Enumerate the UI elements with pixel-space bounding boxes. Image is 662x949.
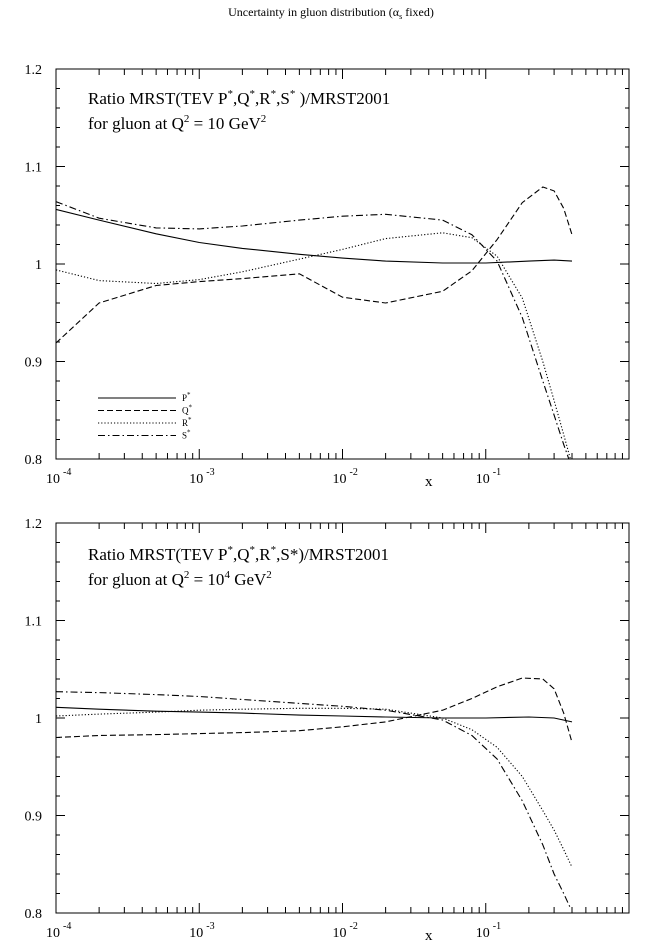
top-panel-x-axis-label: x bbox=[425, 474, 433, 490]
top-panel-y-tick-label: 0.8 bbox=[25, 453, 43, 468]
top-panel-legend-label-p: P* bbox=[182, 391, 191, 403]
top-panel-series-q-line bbox=[56, 186, 573, 344]
top-panel: 0.8 0.9 1 1.1 1.2 10 -4 10 -3 10 -2 10 -1 x Ratio MRST… bbox=[25, 63, 630, 490]
top-panel-x-tick-label: 10 -2 bbox=[333, 467, 358, 487]
top-panel-x-tick-label: 10 -4 bbox=[46, 467, 71, 487]
figure-title-subscript: s bbox=[399, 12, 402, 21]
top-panel-title-line-2: for gluon at Q2 = 10 GeV2 bbox=[88, 113, 266, 133]
top-panel-series-r-line bbox=[56, 232, 571, 459]
bottom-panel-title-line-2: for gluon at Q2 = 104 GeV2 bbox=[88, 569, 272, 589]
bottom-panel-series-s-line bbox=[56, 691, 571, 909]
bottom-panel-series-r-line bbox=[56, 707, 573, 868]
bottom-panel-x-tick-label: 10 -3 bbox=[189, 921, 214, 941]
bottom-panel-x-tick-label: 10 -4 bbox=[46, 921, 71, 941]
top-panel-series-s-line bbox=[56, 201, 570, 459]
top-panel-y-tick-label: 1.1 bbox=[25, 161, 43, 176]
bottom-panel: 0.8 0.9 1 1.1 1.2 10 -4 10 -3 10 -2 10 -1 x Ratio MRST… bbox=[25, 517, 630, 944]
top-panel-legend-label-q: Q* bbox=[182, 404, 193, 416]
top-panel-x-tick-label: 10 -3 bbox=[189, 467, 214, 487]
bottom-panel-y-tick-label: 1 bbox=[35, 712, 42, 727]
figure-title-alpha: α bbox=[393, 5, 400, 19]
bottom-panel-title-line-1: Ratio MRST(TEV P*,Q*,R*,S*)/MRST2001 bbox=[88, 544, 389, 564]
top-panel-title-line-1: Ratio MRST(TEV P*,Q*,R*,S* )/MRST2001 bbox=[88, 88, 390, 108]
bottom-panel-series-q-line bbox=[56, 677, 573, 743]
bottom-panel-y-tick-label: 1.1 bbox=[25, 615, 43, 630]
top-panel-legend-label-s: S* bbox=[182, 429, 191, 441]
bottom-panel-y-tick-label: 0.8 bbox=[25, 907, 43, 922]
bottom-panel-x-tick-label: 10 -1 bbox=[476, 921, 501, 941]
top-panel-series-p-line bbox=[56, 208, 573, 264]
top-panel-x-tick-label: 10 -1 bbox=[476, 467, 501, 487]
figure-title-main: Uncertainty in gluon distribution ( bbox=[228, 5, 393, 19]
bottom-panel-x-axis-label: x bbox=[425, 928, 433, 944]
top-panel-legend-label-r: R* bbox=[182, 416, 192, 428]
figure-title: Uncertainty in gluon distribution (αs fi… bbox=[228, 5, 434, 21]
top-panel-y-tick-label: 1 bbox=[35, 258, 42, 273]
top-panel-y-tick-label: 1.2 bbox=[25, 63, 43, 78]
bottom-panel-y-tick-label: 1.2 bbox=[25, 517, 43, 532]
figure-title-tail: fixed) bbox=[402, 5, 434, 19]
bottom-panel-y-tick-label: 0.9 bbox=[25, 810, 43, 825]
bottom-panel-x-tick-label: 10 -2 bbox=[333, 921, 358, 941]
bottom-panel-series-p-line bbox=[56, 706, 573, 723]
top-panel-y-tick-label: 0.9 bbox=[25, 356, 43, 371]
